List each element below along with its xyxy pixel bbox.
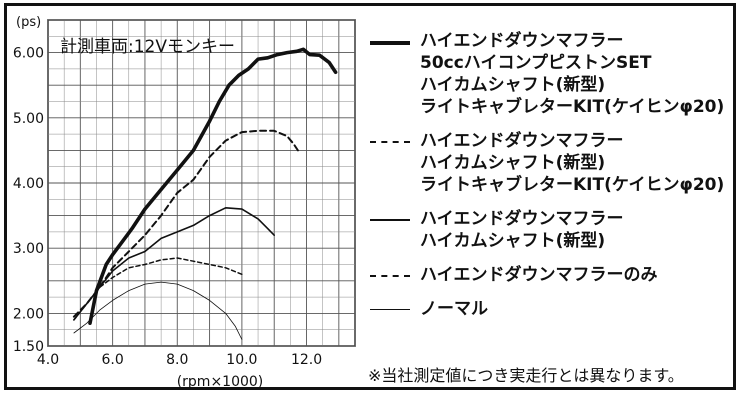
y-tick-label: 2.00 [13,306,44,322]
series-line-1 [88,47,338,326]
legend-swatch [370,309,410,310]
legend-label: ハイエンドダウンマフラーのみ [420,265,658,285]
y-tick-label: 3.00 [13,241,44,257]
legend-swatch [370,41,410,45]
y-tick-label: 1.50 [13,339,44,355]
chart-subtitle: 計測車両:12Vモンキー [60,37,235,57]
series-line-5 [73,281,243,340]
series-line-2 [72,129,302,318]
y-tick-label: 6.00 [13,46,44,62]
legend-label: ハイエンドダウンマフラー ハイカムシャフト(新型) ライトキャブレターKIT(ケイヒ… [420,131,725,195]
x-tick-label: 8.0 [166,352,188,368]
series-line-4 [73,257,243,321]
y-tick-label: 5.00 [13,111,44,127]
legend-swatch [370,219,410,221]
legend-swatch [370,141,410,143]
legend-label: ハイエンドダウンマフラー 50ccハイコンプピストンSET ハイカムシャフト(新型)… [420,31,725,117]
legend-label: ハイエンドダウンマフラー ハイカムシャフト(新型) [420,209,624,251]
series-lines [72,47,338,340]
series-line-3 [73,207,276,321]
x-axis-label: (rpm×1000) [177,374,264,390]
legend-label: ノーマル [420,299,488,319]
legend-swatch [370,275,410,277]
y-axis-unit: (ps) [16,15,41,30]
x-tick-label: 10.0 [226,352,257,368]
x-tick-label: 6.0 [101,352,123,368]
disclaimer-note: ※当社測定値につき実走行とは異なります。 [368,366,684,385]
y-tick-label: 4.00 [13,176,44,192]
axes: 4.0 6.0 8.0 10.0 12.0 1.50 2.00 3.00 4.00 5.00 6.0… [13,46,322,368]
x-tick-label: 4.0 [37,352,59,368]
x-tick-label: 12.0 [291,352,322,368]
